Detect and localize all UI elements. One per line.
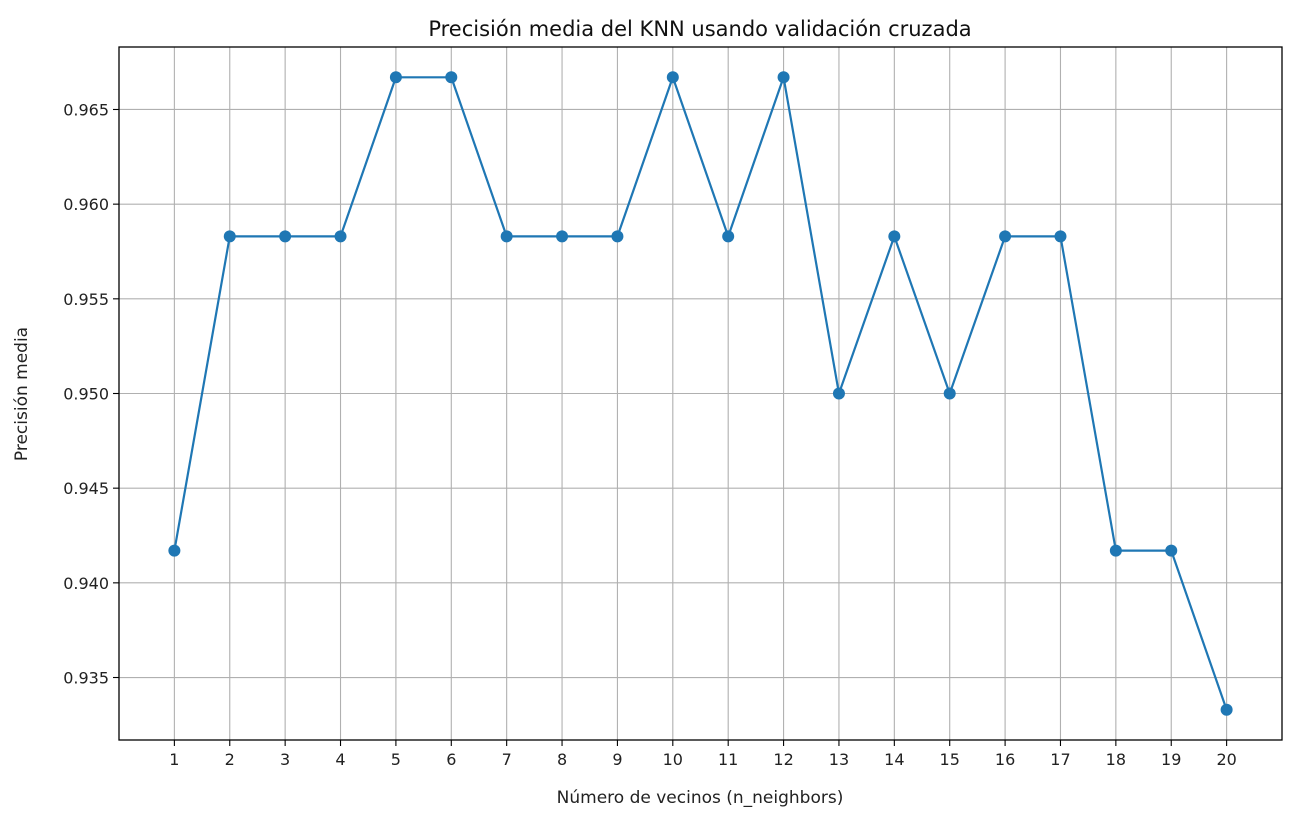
data-point — [556, 230, 569, 243]
y-tick-label: 0.955 — [63, 290, 109, 309]
data-point — [777, 71, 790, 84]
series-layer — [168, 71, 1233, 716]
x-tick-label: 12 — [773, 750, 793, 769]
data-point — [334, 230, 347, 243]
data-point — [1220, 703, 1233, 716]
x-tick-label: 5 — [391, 750, 401, 769]
y-axis-ticks: 0.935 0.940 0.945 0.950 0.955 0.960 0.965 — [63, 100, 119, 688]
y-tick-label: 0.965 — [63, 100, 109, 119]
data-point — [389, 71, 402, 84]
x-tick-label: 19 — [1161, 750, 1181, 769]
chart-title: Precisión media del KNN usando validació… — [428, 17, 971, 41]
data-point — [279, 230, 292, 243]
x-tick-label: 16 — [995, 750, 1015, 769]
x-tick-label: 20 — [1216, 750, 1236, 769]
y-tick-label: 0.960 — [63, 195, 109, 214]
x-tick-label: 4 — [335, 750, 345, 769]
y-tick-label: 0.935 — [63, 669, 109, 688]
x-axis-label: Número de vecinos (n_neighbors) — [557, 788, 844, 808]
x-tick-label: 1 — [169, 750, 179, 769]
x-tick-label: 15 — [940, 750, 960, 769]
data-point — [1109, 544, 1122, 557]
x-tick-label: 18 — [1106, 750, 1126, 769]
data-point — [500, 230, 513, 243]
data-point — [666, 71, 679, 84]
data-point — [445, 71, 458, 84]
data-point — [943, 387, 956, 400]
y-tick-label: 0.950 — [63, 385, 109, 404]
data-point — [168, 544, 181, 557]
x-tick-label: 11 — [718, 750, 738, 769]
x-tick-label: 2 — [225, 750, 235, 769]
y-tick-label: 0.940 — [63, 574, 109, 593]
y-axis-label: Precisión media — [12, 327, 32, 461]
y-tick-label: 0.945 — [63, 479, 109, 498]
data-point — [611, 230, 624, 243]
data-point — [722, 230, 735, 243]
data-point — [223, 230, 236, 243]
data-point — [1054, 230, 1067, 243]
data-point — [1165, 544, 1178, 557]
x-tick-label: 3 — [280, 750, 290, 769]
x-tick-label: 6 — [446, 750, 456, 769]
series-line — [173, 76, 1228, 711]
x-tick-label: 9 — [612, 750, 622, 769]
x-tick-label: 17 — [1050, 750, 1070, 769]
x-tick-label: 13 — [829, 750, 849, 769]
x-tick-label: 10 — [663, 750, 683, 769]
x-tick-label: 14 — [884, 750, 904, 769]
data-point — [832, 387, 845, 400]
x-tick-label: 7 — [502, 750, 512, 769]
x-axis-ticks: 1 2 3 4 5 6 7 8 9 10 11 12 13 14 15 16 17 18 19 20 — [169, 740, 1237, 769]
data-point — [999, 230, 1012, 243]
x-tick-label: 8 — [557, 750, 567, 769]
data-point — [888, 230, 901, 243]
